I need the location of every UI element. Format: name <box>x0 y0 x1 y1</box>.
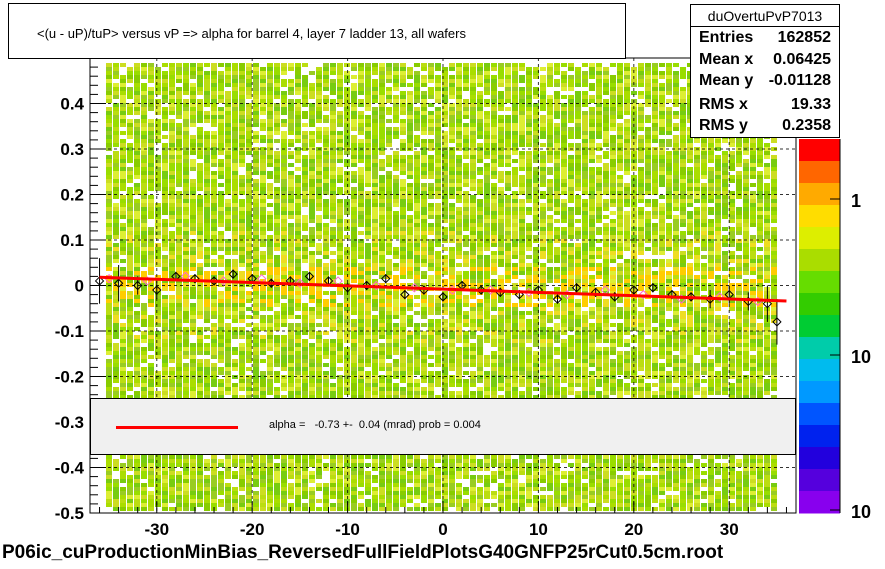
stat-entries-label: Entries <box>699 29 754 46</box>
legend-fit-result: alpha = -0.73 +- 0.04 (mrad) prob = 0.00… <box>269 419 481 431</box>
profile-point <box>304 271 315 282</box>
stat-rms-y-label: RMS y <box>699 117 748 134</box>
profile-point <box>533 285 544 295</box>
stats-box: duOvertuPvP7013 Entries 162852 Mean x 0.… <box>690 4 840 138</box>
profile-point <box>132 280 143 291</box>
y-tick-label: -0.5 <box>55 504 84 523</box>
colorbar-tick-label: 1 <box>851 191 861 211</box>
profile-point <box>667 289 677 300</box>
profile-point <box>94 276 105 286</box>
profile-point <box>552 294 563 304</box>
x-tick-label: -10 <box>335 520 360 539</box>
stats-histogram-name: duOvertuPvP7013 <box>691 5 839 27</box>
fit-legend: alpha = -0.73 +- 0.04 (mrad) prob = 0.00… <box>90 398 796 455</box>
secondary-point <box>714 292 725 302</box>
x-tick-label: -30 <box>144 520 169 539</box>
profile-point <box>772 317 782 327</box>
x-tick-label: 0 <box>438 520 447 539</box>
x-tick-label: 20 <box>624 520 643 539</box>
stat-mean-y-label: Mean y <box>699 72 754 89</box>
y-tick-label: 0.3 <box>60 140 84 159</box>
fit-line <box>99 275 787 303</box>
y-tick-label: 0.2 <box>60 186 84 205</box>
color-scale: 1 10 10 <box>799 139 871 522</box>
secondary-point <box>218 276 229 286</box>
y-tick-label: -0.1 <box>55 322 84 341</box>
stat-rms-x: RMS x 19.33 <box>699 96 831 118</box>
stat-rms-y: RMS y 0.2358 <box>699 117 831 139</box>
x-tick-label: 30 <box>720 520 739 539</box>
stat-mean-y-value: -0.01128 <box>768 72 831 89</box>
y-tick-label: 0 <box>75 277 84 296</box>
x-tick-label: 10 <box>529 520 548 539</box>
secondary-point <box>371 280 381 291</box>
secondary-point <box>295 278 305 288</box>
stat-entries: Entries 162852 <box>699 29 831 51</box>
y-tick-label: 0.4 <box>60 95 84 114</box>
stat-rms-x-label: RMS x <box>699 96 748 113</box>
stat-mean-x: Mean x 0.06425 <box>699 51 831 73</box>
stat-mean-x-label: Mean x <box>699 51 754 68</box>
y-tick-label: -0.2 <box>55 368 84 387</box>
profile-point <box>571 283 582 293</box>
stat-entries-value: 162852 <box>777 29 831 46</box>
profile-point <box>400 289 410 300</box>
legend-fit-line-sample <box>116 426 238 429</box>
profile-point <box>648 283 658 293</box>
y-axis: -0.5 -0.4 -0.3 -0.2 -0.1 0 0.1 0.2 0.3 0.4 <box>55 57 106 523</box>
stat-mean-x-value: 0.06425 <box>773 51 831 68</box>
x-tick-label: -20 <box>240 520 265 539</box>
profile-point <box>381 273 391 284</box>
colorbar-tick-label: 10 <box>851 347 871 367</box>
profile-point <box>629 285 639 295</box>
profile-point <box>228 269 238 279</box>
profile-point <box>361 280 372 291</box>
secondary-point <box>638 289 649 300</box>
x-axis: -30 -20 -10 0 10 20 30 <box>99 501 787 539</box>
title-box: <(u - uP)/tuP> versus vP => alpha for ba… <box>8 3 626 59</box>
y-tick-label: -0.4 <box>55 459 85 478</box>
chart-title: <(u - uP)/tuP> versus vP => alpha for ba… <box>37 26 466 41</box>
profile-point <box>438 292 448 302</box>
profile-point <box>113 278 124 288</box>
y-tick-label: -0.3 <box>55 413 84 432</box>
fit-line-group <box>99 275 787 303</box>
secondary-point <box>409 283 420 293</box>
colorbar-tick-label: 10 <box>851 502 871 522</box>
profile-point <box>476 285 486 295</box>
stat-rms-y-value: 0.2358 <box>782 117 831 134</box>
stat-rms-x-value: 19.33 <box>790 96 831 113</box>
y-tick-label: 0.1 <box>60 231 84 250</box>
stat-mean-y: Mean y -0.01128 <box>699 72 831 94</box>
profile-point <box>762 298 773 309</box>
file-name-footer: P06ic_cuProductionMinBias_ReversedFullFi… <box>2 542 724 563</box>
profile-point <box>686 292 696 302</box>
profile-point <box>152 285 162 295</box>
secondary-point <box>485 285 496 295</box>
profile-point <box>190 273 200 284</box>
profile-point <box>590 287 601 298</box>
profile-point <box>209 276 219 286</box>
